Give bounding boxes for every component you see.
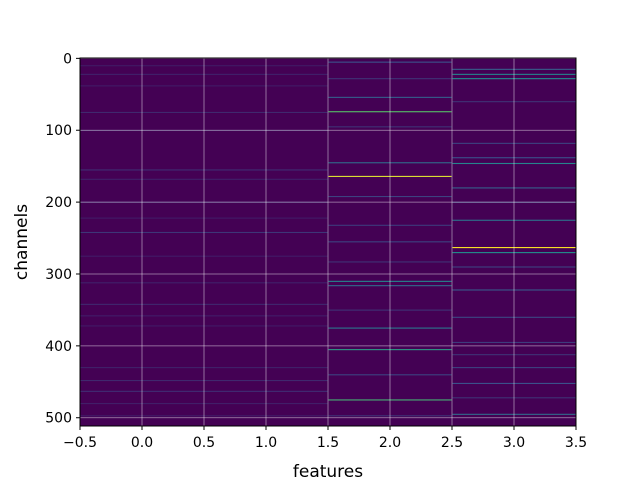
x-axis-label: features xyxy=(293,462,363,480)
x-tick-label: 1.5 xyxy=(317,435,339,451)
y-tick-label: 300 xyxy=(45,267,72,283)
x-tick-label: −0.5 xyxy=(63,435,97,451)
x-tick-label: 1.0 xyxy=(255,435,277,451)
x-tick-label: 3.0 xyxy=(503,435,525,451)
y-axis: 0 100 200 300 400 500 xyxy=(45,51,80,427)
x-axis: −0.5 0.0 0.5 1.0 1.5 2.0 2.5 3.0 3.5 xyxy=(63,426,587,451)
x-tick-label: 3.5 xyxy=(565,435,587,451)
x-tick-label: 2.5 xyxy=(441,435,463,451)
x-tick-label: 0.0 xyxy=(131,435,153,451)
y-tick-label: 400 xyxy=(45,339,72,355)
x-tick-label: 2.0 xyxy=(379,435,401,451)
plot-area xyxy=(79,57,577,427)
y-tick-label: 100 xyxy=(45,123,72,139)
x-tick-label: 0.5 xyxy=(193,435,215,451)
y-tick-label: 500 xyxy=(45,411,72,427)
y-tick-label: 200 xyxy=(45,195,72,211)
y-tick-label: 0 xyxy=(63,51,72,67)
y-axis-label: channels xyxy=(12,204,32,280)
